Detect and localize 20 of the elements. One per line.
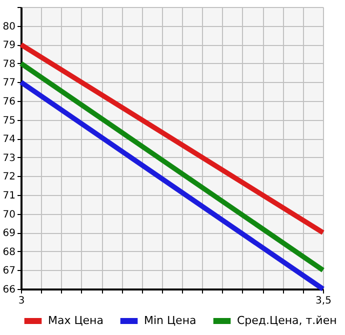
y-tick-label: 72 <box>2 172 16 183</box>
legend-label: Сред.Цена, т.йен <box>237 314 337 327</box>
y-tick-label: 76 <box>2 96 16 108</box>
y-tick-label: 79 <box>2 40 16 52</box>
y-tick-label: 73 <box>2 152 16 164</box>
y-tick-label: 68 <box>2 246 16 258</box>
x-tick-label: 3,5 <box>316 296 332 306</box>
y-tick-label: 66 <box>2 284 16 296</box>
y-tick-label: 69 <box>2 228 16 240</box>
y-tick-label: 67 <box>2 266 16 277</box>
y-tick-label: 80 <box>2 21 16 32</box>
y-tick-label: 71 <box>2 190 16 202</box>
legend-label: Max Цена <box>48 314 104 327</box>
y-tick-label: 78 <box>2 58 16 70</box>
y-tick-label: 75 <box>2 115 16 126</box>
y-tick-label: 70 <box>2 209 16 220</box>
y-tick-label: 74 <box>2 134 16 146</box>
x-tick-label: 3 <box>18 296 25 306</box>
legend-label: Min Цена <box>144 314 196 327</box>
y-tick-label: 77 <box>2 78 16 89</box>
